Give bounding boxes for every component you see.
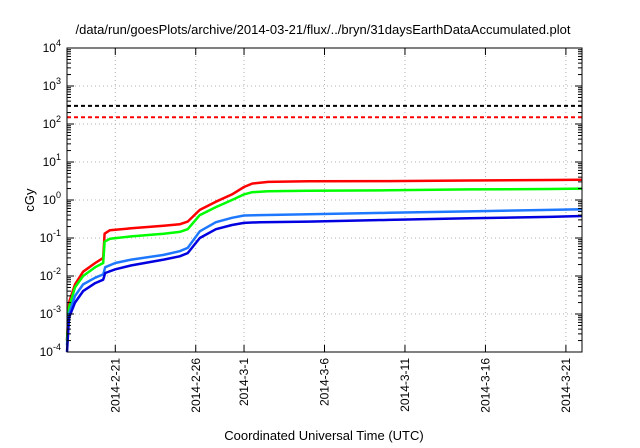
x-axis-label: Coordinated Universal Time (UTC) <box>224 428 423 443</box>
y-tick-label: 10-4 <box>40 342 61 359</box>
y-axis-label: cGy <box>22 188 37 212</box>
y-tick-label: 101 <box>43 152 61 169</box>
threshold-lines <box>67 104 582 119</box>
y-tick-label: 10-3 <box>40 304 61 321</box>
series-line <box>65 178 583 341</box>
x-tick-label: 2014-2-26 <box>189 358 203 413</box>
x-tick-label: 2014-3-16 <box>478 358 492 413</box>
x-tick-labels: 2014-2-21 2014-2-26 2014-3-1 2014-3-6 2014-3… <box>108 358 573 413</box>
x-tick-label: 2014-2-21 <box>108 358 122 413</box>
y-tick-label: 103 <box>43 76 61 93</box>
x-tick-label: 2014-3-6 <box>318 358 332 406</box>
x-tick-label: 2014-3-1 <box>237 358 251 406</box>
y-tick-label: 10-2 <box>40 266 61 283</box>
y-tick-label: 100 <box>43 190 61 207</box>
series-line <box>65 208 583 346</box>
y-tick-label: 104 <box>43 38 61 55</box>
x-tick-label: 2014-3-21 <box>559 358 573 413</box>
y-tick-label: 102 <box>43 114 61 131</box>
series-line <box>65 214 583 353</box>
y-tick-label: 10-1 <box>40 228 61 245</box>
chart-title: /data/run/goesPlots/archive/2014-03-21/f… <box>75 22 570 37</box>
y-tick-labels: 10-4 10-3 10-2 10-1 100 101 102 103 104 <box>40 38 61 359</box>
series-line <box>65 187 583 341</box>
grid-lines <box>67 48 582 352</box>
axis-ticks <box>67 47 582 353</box>
data-series <box>65 178 583 353</box>
x-tick-label: 2014-3-11 <box>398 358 412 412</box>
